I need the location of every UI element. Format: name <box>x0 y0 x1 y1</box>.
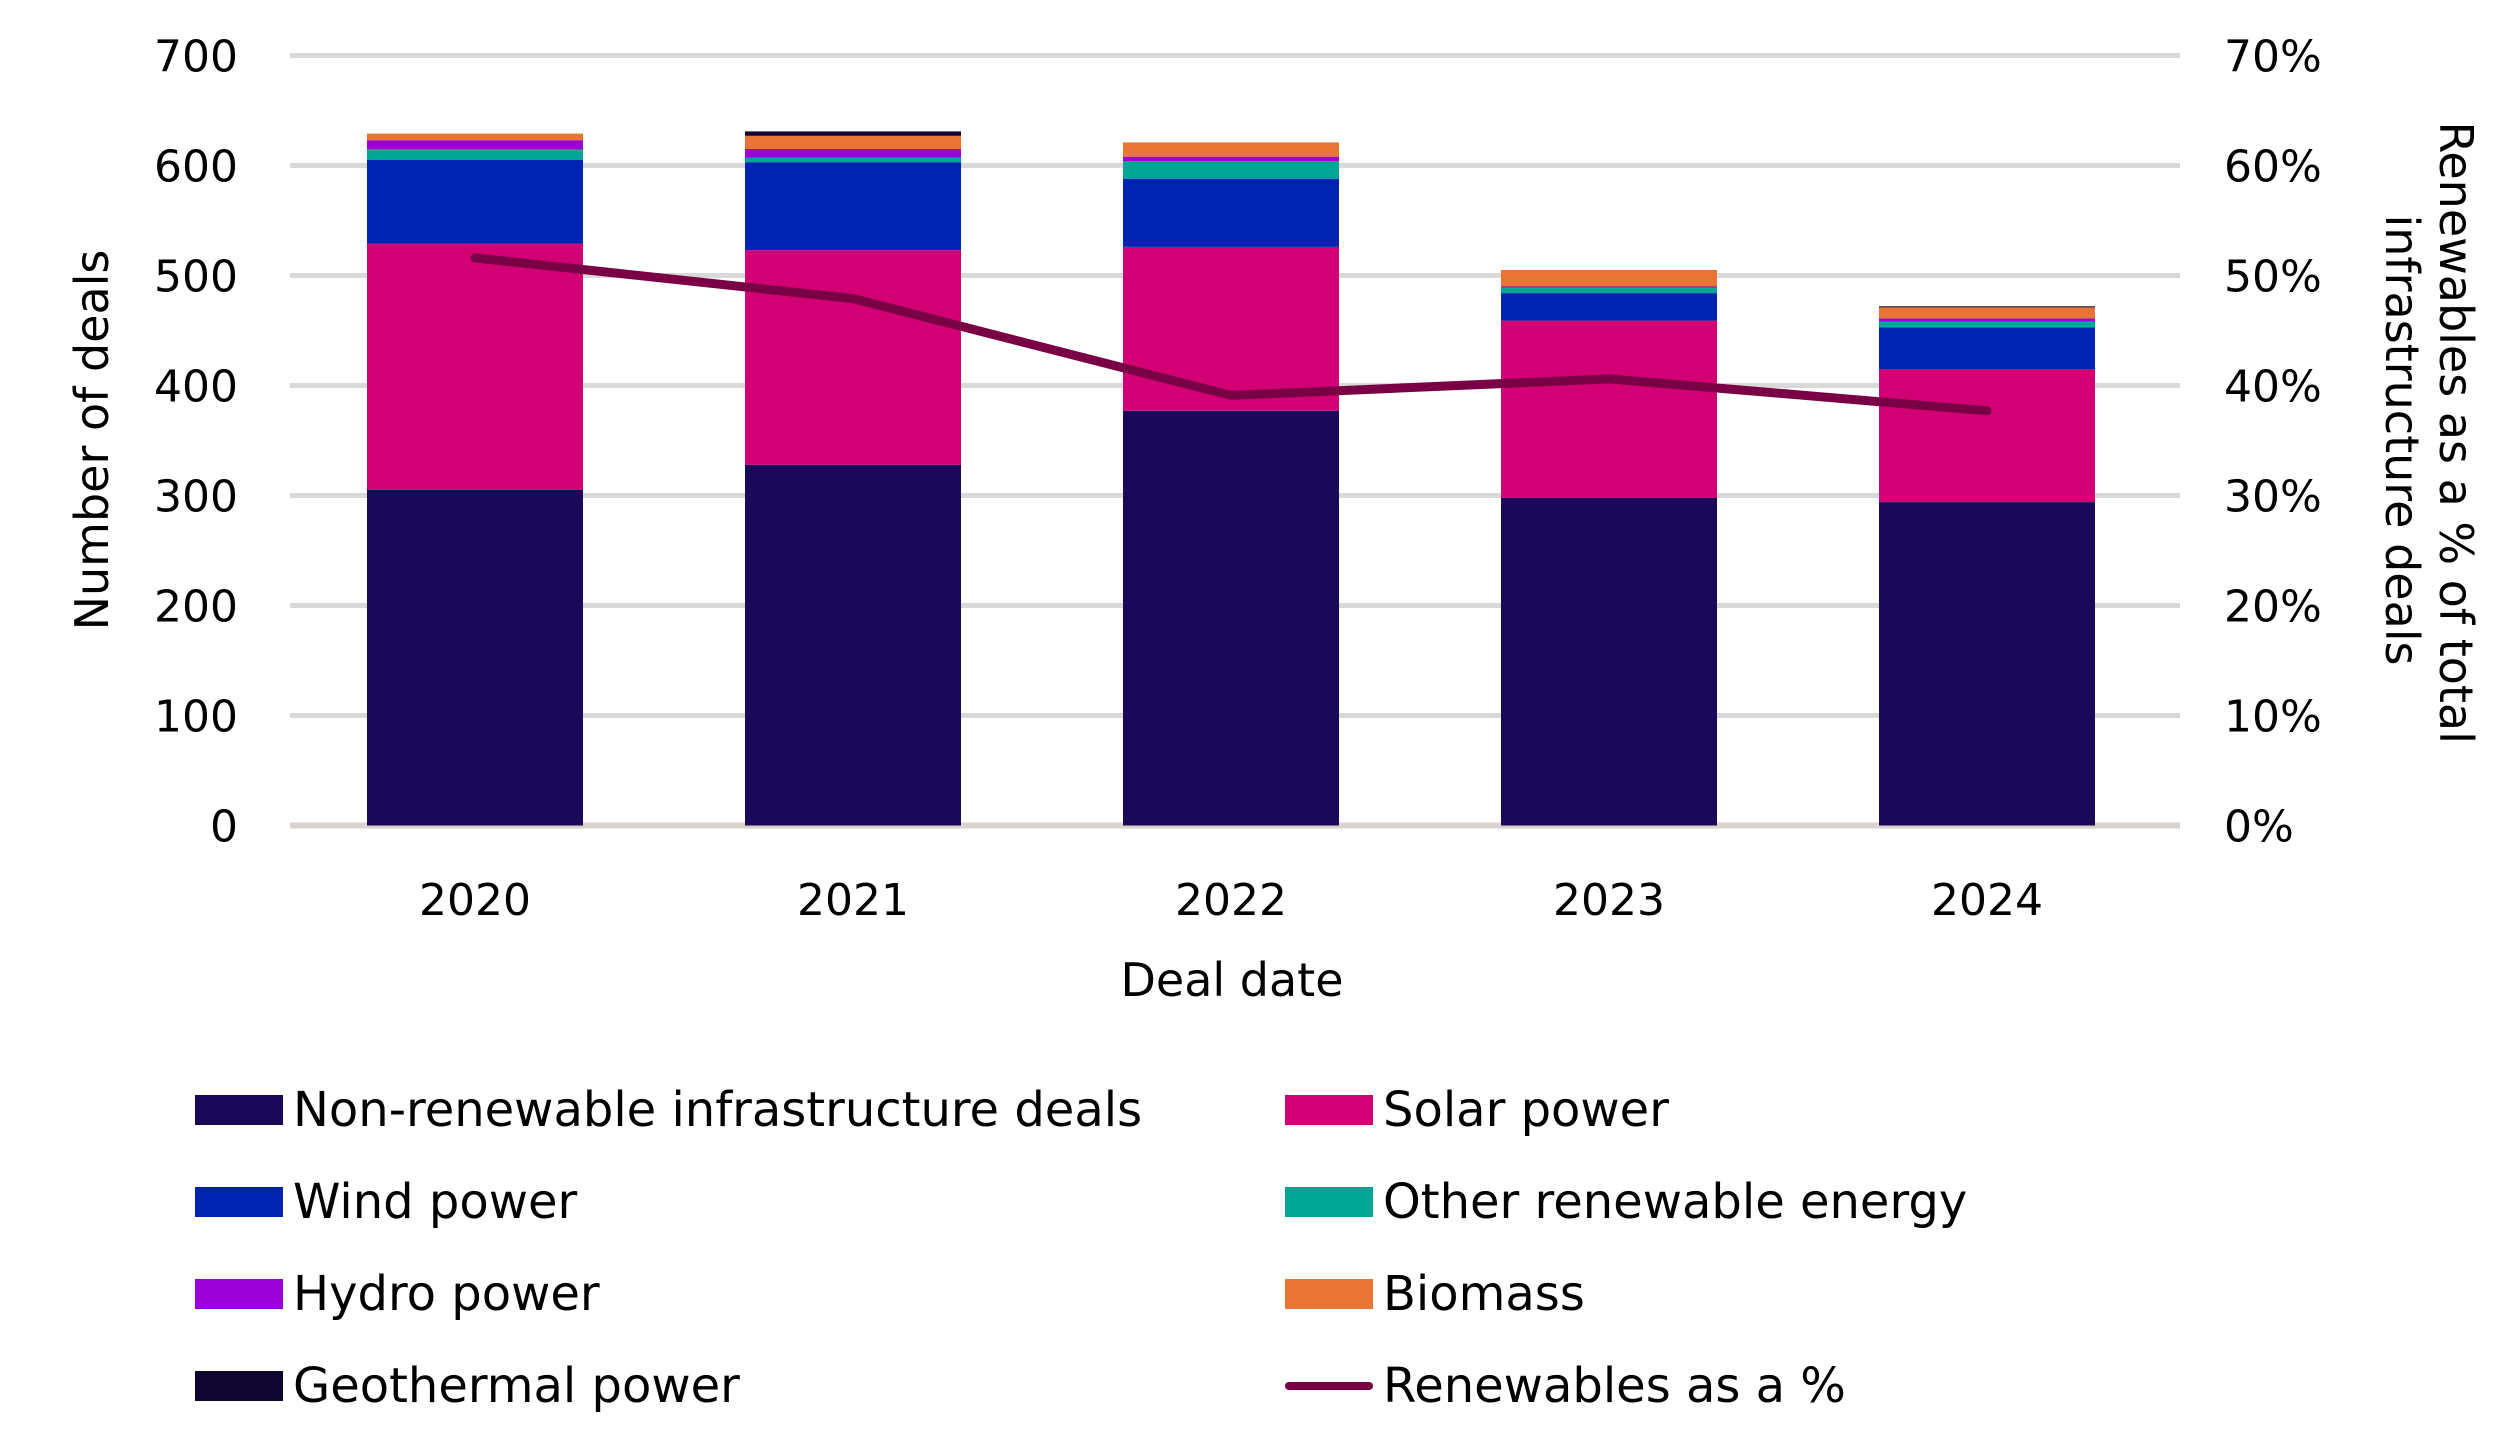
bar-segment-non-renewable-infrastructure-deals <box>1879 502 2095 826</box>
y2-axis-title-line1: Renewables as a % of total <box>2429 121 2483 743</box>
bar-segment-other-renewable-energy <box>1123 161 1339 179</box>
bar-segment-non-renewable-infrastructure-deals <box>745 464 961 826</box>
y-tick-label: 200 <box>154 582 238 633</box>
y2-tick-label: 20% <box>2224 582 2322 633</box>
y-tick-label: 100 <box>154 692 238 743</box>
bar-segment-other-renewable-energy <box>745 157 961 163</box>
legend-item: Renewables as a % <box>1285 1356 1846 1416</box>
bar-segment-solar-power <box>1879 369 2095 503</box>
x-tick-label: 2024 <box>1931 875 2043 926</box>
y2-axis-title: Renewables as a % of total infrastructur… <box>2375 121 2483 758</box>
y-tick-label: 600 <box>154 142 238 193</box>
bar-segment-hydro-power <box>1879 318 2095 322</box>
bar-segment-geothermal-power <box>745 131 961 136</box>
legend-swatch-icon <box>1285 1095 1373 1125</box>
y-tick-label: 500 <box>154 252 238 303</box>
bar-segment-biomass <box>367 133 583 141</box>
bar-segment-wind-power <box>367 160 583 244</box>
x-tick-label: 2022 <box>1175 875 1287 926</box>
x-tick-label: 2021 <box>797 875 909 926</box>
bar-segment-wind-power <box>1879 327 2095 369</box>
bar-segment-wind-power <box>1123 178 1339 247</box>
legend-label: Solar power <box>1383 1082 1669 1138</box>
renewables-line <box>470 253 1992 416</box>
bar-segment-non-renewable-infrastructure-deals <box>367 490 583 826</box>
bar-segment-wind-power <box>1501 293 1717 321</box>
bars <box>367 131 2095 826</box>
y2-tick-label: 0% <box>2224 802 2294 853</box>
bar-segment-biomass <box>745 135 961 149</box>
bar-segment-solar-power <box>367 243 583 490</box>
legend-label: Geothermal power <box>293 1358 740 1414</box>
y-tick-label: 0 <box>210 802 238 853</box>
legend-label: Hydro power <box>293 1266 600 1322</box>
legend-swatch-icon <box>195 1371 283 1401</box>
y2-tick-label: 10% <box>2224 692 2322 743</box>
legend-item: Wind power <box>195 1172 577 1232</box>
bar-segment-hydro-power <box>745 149 961 158</box>
bar-stack-2023 <box>1501 270 1717 826</box>
legend-item: Solar power <box>1285 1080 1669 1140</box>
bar-segment-non-renewable-infrastructure-deals <box>1501 497 1717 826</box>
y-axis-ticks: 0 100 200 300 400 500 600 700 <box>154 32 238 853</box>
legend-item: Hydro power <box>195 1264 600 1324</box>
bar-segment-other-renewable-energy <box>367 149 583 160</box>
bar-segment-other-renewable-energy <box>1501 287 1717 294</box>
legend-label: Wind power <box>293 1174 578 1230</box>
y2-tick-label: 40% <box>2224 362 2322 413</box>
x-tick-label: 2020 <box>419 875 531 926</box>
y2-tick-label: 70% <box>2224 32 2322 83</box>
y2-axis-ticks: 0% 10% 20% 30% 40% 50% 60% 70% <box>2224 32 2322 853</box>
bar-stack-2022 <box>1123 142 1339 826</box>
bar-segment-non-renewable-infrastructure-deals <box>1123 410 1339 826</box>
legend-swatch-icon <box>195 1187 283 1217</box>
x-tick-label: 2023 <box>1553 875 1665 926</box>
bar-segment-solar-power <box>1123 246 1339 411</box>
legend-swatch-icon <box>1285 1279 1373 1309</box>
y2-tick-label: 60% <box>2224 142 2322 193</box>
legend-label: Renewables as a % <box>1383 1358 1846 1414</box>
x-axis-title: Deal date <box>1120 953 1343 1007</box>
bar-segment-wind-power <box>745 162 961 251</box>
y2-tick-label: 50% <box>2224 252 2322 303</box>
legend-swatch-icon <box>195 1279 283 1309</box>
bar-segment-hydro-power <box>367 140 583 149</box>
bar-segment-hydro-power <box>1501 286 1717 288</box>
bar-stack-2020 <box>367 133 583 826</box>
y-tick-label: 700 <box>154 32 238 83</box>
legend-item: Biomass <box>1285 1264 1585 1324</box>
legend-swatch-icon <box>1285 1187 1373 1217</box>
legend-item: Geothermal power <box>195 1356 740 1416</box>
y2-axis-title-line2: infrastructure deals <box>2375 214 2429 665</box>
y-axis-title: Number of deals <box>65 250 119 631</box>
legend-item: Non-renewable infrastructure deals <box>195 1080 1142 1140</box>
bar-segment-solar-power <box>1501 320 1717 498</box>
y-tick-label: 300 <box>154 472 238 523</box>
bar-segment-biomass <box>1501 270 1717 287</box>
bar-segment-hydro-power <box>1123 156 1339 162</box>
chart: 0 100 200 300 400 500 600 700 0% 10% 20% 30% 40% 50%… <box>65 32 2483 1008</box>
legend-label: Other renewable energy <box>1383 1174 1968 1230</box>
bar-segment-geothermal-power <box>1879 306 2095 308</box>
bar-segment-solar-power <box>745 250 961 465</box>
legend-item: Other renewable energy <box>1285 1172 1967 1232</box>
bar-segment-biomass <box>1879 307 2095 319</box>
bar-segment-biomass <box>1123 142 1339 157</box>
bar-stack-2021 <box>745 131 961 826</box>
y-tick-label: 400 <box>154 362 238 413</box>
bar-stack-2024 <box>1879 306 2095 826</box>
legend-swatch-icon <box>195 1095 283 1125</box>
legend-label: Non-renewable infrastructure deals <box>293 1082 1143 1138</box>
y2-tick-label: 30% <box>2224 472 2322 523</box>
legend-line-swatch-icon <box>1285 1382 1373 1390</box>
legend-label: Biomass <box>1383 1266 1585 1322</box>
bar-segment-other-renewable-energy <box>1879 321 2095 328</box>
x-axis-ticks: 2020 2021 2022 2023 2024 <box>419 875 2043 926</box>
